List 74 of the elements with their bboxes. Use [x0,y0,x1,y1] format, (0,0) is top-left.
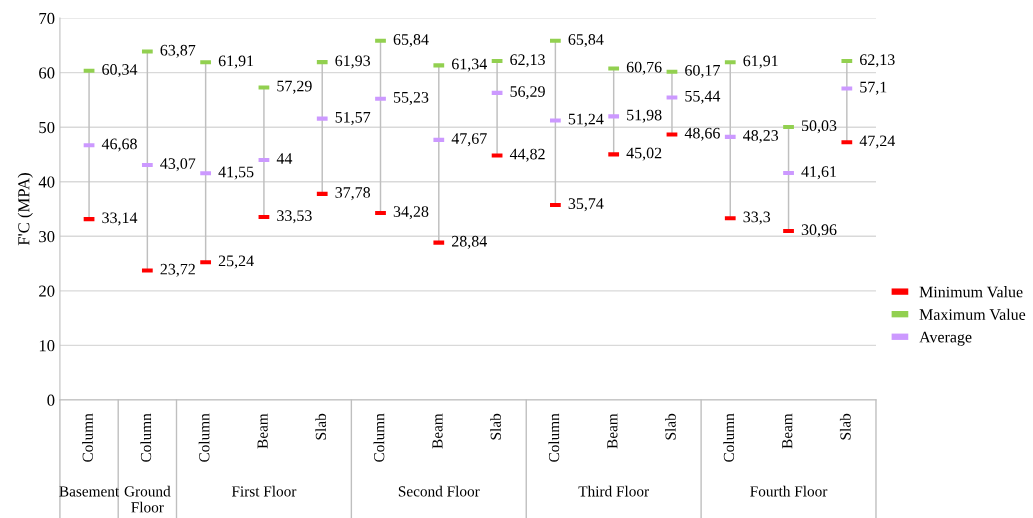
data-label: 45,02 [626,147,662,161]
y-tick-label: 10 [39,340,55,352]
data-label: 61,34 [451,58,487,72]
y-tick-label: 50 [39,121,55,134]
x-tick-label: Beam [257,413,268,449]
data-label: 65,84 [568,34,604,48]
y-axis-title: F'C (MPA) [17,173,33,246]
data-label: 56,29 [510,86,545,100]
data-label: 57,1 [860,81,887,95]
data-label: 61,91 [218,55,254,69]
data-label: 33,14 [102,212,138,226]
data-label: 44 [276,153,293,164]
text: Basement [59,486,120,497]
x-tick-label: Column [723,413,735,462]
legend-label: Minimum Value [919,286,1023,298]
x-tick-label: Slab [839,413,851,440]
data-label: 55,44 [685,90,721,104]
x-tick-label: Slab [315,413,327,440]
data-label: 46,68 [101,138,137,152]
data-label: 35,74 [568,198,604,212]
data-label: 60,17 [685,64,720,79]
data-label: 43,07 [160,158,196,172]
data-label: 60,34 [102,64,138,78]
x-tick-label: Column [373,413,385,462]
data-label: 28,84 [452,235,487,249]
data-label: 62,13 [510,54,545,68]
y-tick-label: 0 [47,394,55,406]
y-tick-label: 20 [39,285,55,297]
data-label: 41,61 [801,166,837,180]
text: Ground Floor [124,485,171,513]
data-label: 37,78 [335,187,371,201]
data-label: 65,84 [393,34,429,48]
x-tick-label: Column [82,413,93,462]
text: Third Floor [578,485,649,497]
x-tick-label: Slab [490,413,501,440]
data-label: 30,96 [801,224,837,238]
data-label: 51,24 [568,113,604,127]
data-label: 55,23 [393,91,429,105]
data-label: 25,24 [218,255,254,269]
data-label: 61,93 [335,55,371,69]
data-label: 23,72 [160,263,195,277]
y-tick-label: 40 [38,176,55,188]
text: Second Floor [398,485,480,497]
data-label: 47,67 [451,133,487,147]
data-label: 33,53 [277,210,312,224]
legend-label: Average [919,331,972,346]
x-tick-label: Slab [665,413,676,440]
x-tick-label: Column [140,413,152,462]
x-tick-label: Column [548,413,560,462]
x-tick-label: Column [198,413,210,462]
legend-label: Maximum Value [919,308,1026,321]
data-label: 51,57 [335,111,371,125]
data-label: 57,29 [277,80,312,94]
y-tick-label: 60 [39,67,55,79]
data-label: 48,23 [743,130,779,144]
data-label: 62,13 [860,54,895,68]
data-label: 51,98 [627,109,662,123]
x-tick-label: Beam [607,413,618,449]
data-label: 33,3 [743,211,771,225]
data-label: 34,28 [393,206,429,220]
data-label: 50,03 [801,120,837,134]
data-label: 47,24 [859,135,896,149]
data-label: 41,55 [218,166,254,180]
y-tick-label: 70 [39,12,55,25]
data-label: 48,66 [684,127,720,141]
text: Fourth Floor [750,485,828,497]
text: First Floor [231,485,297,497]
y-tick-label: 30 [39,230,55,243]
data-label: 63,87 [160,44,196,58]
data-label: 60,76 [626,61,662,75]
data-label: 61,91 [743,55,778,69]
x-tick-label: Beam [432,413,443,449]
x-tick-label: Beam [782,413,793,449]
data-label: 44,82 [509,148,545,162]
